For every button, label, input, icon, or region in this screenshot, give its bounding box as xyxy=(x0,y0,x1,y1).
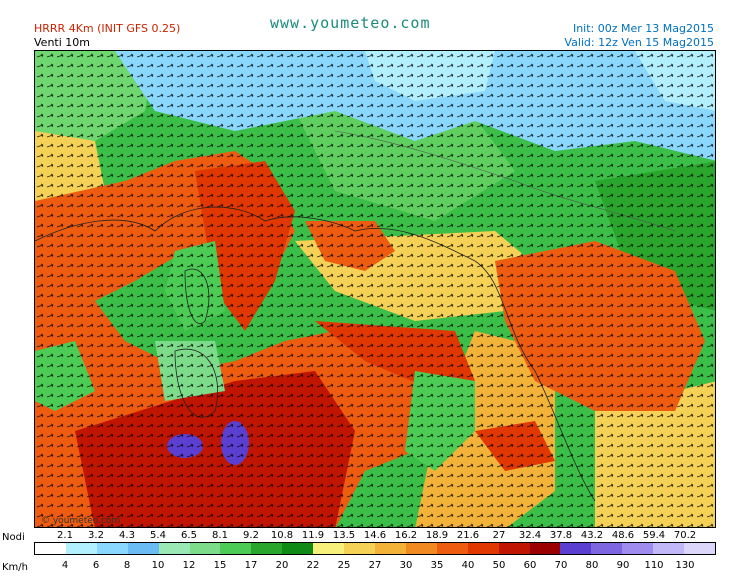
nodi-tick: 14.6 xyxy=(363,530,387,541)
nodi-tick: 4.3 xyxy=(119,530,135,541)
nodi-tick: 32.4 xyxy=(518,530,542,541)
nodi-tick: 43.2 xyxy=(580,530,604,541)
legend-swatch xyxy=(282,543,314,554)
model-title: HRRR 4Km (INIT GFS 0.25) xyxy=(34,22,181,35)
nodi-tick: 2.1 xyxy=(57,530,73,541)
nodi-tick: 5.4 xyxy=(150,530,166,541)
kmh-tick: 8 xyxy=(123,560,131,571)
kmh-tick: 80 xyxy=(585,560,599,571)
legend-swatch xyxy=(653,543,685,554)
legend-swatch xyxy=(436,543,468,554)
kmh-tick: 12 xyxy=(182,560,196,571)
nodi-tick: 6.5 xyxy=(181,530,197,541)
legend-swatch xyxy=(467,543,499,554)
legend-swatch xyxy=(96,543,128,554)
kmh-tick: 17 xyxy=(244,560,258,571)
nodi-tick: 11.9 xyxy=(301,530,325,541)
legend-color-bar xyxy=(34,542,716,555)
nodi-tick: 10.8 xyxy=(270,530,294,541)
legend-swatch xyxy=(158,543,190,554)
init-time: Init: 00z Mer 13 Mag2015 xyxy=(572,22,714,35)
legend-swatch xyxy=(127,543,159,554)
kmh-tick: 27 xyxy=(368,560,382,571)
nodi-label: Nodi xyxy=(2,532,25,543)
kmh-tick: 50 xyxy=(492,560,506,571)
legend-swatch xyxy=(684,543,715,554)
valid-time: Valid: 12z Ven 15 Mag2015 xyxy=(564,36,714,49)
nodi-tick: 8.1 xyxy=(212,530,228,541)
wind-map[interactable]: © youmeteo.com xyxy=(34,50,716,528)
legend-swatch xyxy=(560,543,592,554)
legend-swatch xyxy=(220,543,252,554)
nodi-tick: 48.6 xyxy=(611,530,635,541)
legend-swatch xyxy=(65,543,97,554)
legend-swatch xyxy=(622,543,654,554)
nodi-tick: 27 xyxy=(492,530,506,541)
kmh-tick: 40 xyxy=(461,560,475,571)
legend-nodi-ticks: 2.1 3.2 4.3 5.4 6.5 8.1 9.2 10.8 11.9 13.5 14.6 16.… xyxy=(34,530,716,542)
wind-map-canvas: © youmeteo.com xyxy=(35,51,715,527)
kmh-tick: 10 xyxy=(151,560,165,571)
nodi-tick: 70.2 xyxy=(673,530,697,541)
nodi-tick: 13.5 xyxy=(332,530,356,541)
legend-swatch xyxy=(35,543,66,554)
nodi-tick: 59.4 xyxy=(642,530,666,541)
nodi-tick: 21.6 xyxy=(456,530,480,541)
kmh-tick: 25 xyxy=(337,560,351,571)
legend-kmh-ticks: 4 6 8 10 12 15 17 20 22 25 27 30 35 40 50 60 70 80 90 110 13… xyxy=(34,560,716,572)
kmh-tick: 4 xyxy=(61,560,69,571)
legend-swatch xyxy=(344,543,375,554)
legend-swatch xyxy=(405,543,437,554)
legend-swatch xyxy=(529,543,561,554)
legend-swatch xyxy=(591,543,623,554)
kmh-tick: 70 xyxy=(554,560,568,571)
kmh-label: Km/h xyxy=(2,562,29,573)
legend-swatch xyxy=(498,543,530,554)
legend-swatch xyxy=(189,543,221,554)
kmh-tick: 60 xyxy=(523,560,537,571)
kmh-tick: 22 xyxy=(306,560,320,571)
map-watermark: © youmeteo.com xyxy=(41,516,120,526)
nodi-tick: 37.8 xyxy=(549,530,573,541)
legend-swatch xyxy=(374,543,406,554)
legend-swatch xyxy=(313,543,345,554)
kmh-tick: 6 xyxy=(92,560,100,571)
field-title: Venti 10m xyxy=(34,36,90,49)
nodi-tick: 3.2 xyxy=(88,530,104,541)
kmh-tick: 30 xyxy=(399,560,413,571)
nodi-tick: 9.2 xyxy=(243,530,259,541)
kmh-tick: 130 xyxy=(675,560,695,571)
kmh-tick: 20 xyxy=(275,560,289,571)
nodi-tick: 18.9 xyxy=(425,530,449,541)
legend-swatch xyxy=(251,543,283,554)
kmh-tick: 15 xyxy=(213,560,227,571)
kmh-tick: 35 xyxy=(430,560,444,571)
kmh-tick: 90 xyxy=(616,560,630,571)
kmh-tick: 110 xyxy=(644,560,664,571)
site-link[interactable]: www.youmeteo.com xyxy=(270,14,431,32)
wind-arrows xyxy=(35,51,715,527)
nodi-tick: 16.2 xyxy=(394,530,418,541)
